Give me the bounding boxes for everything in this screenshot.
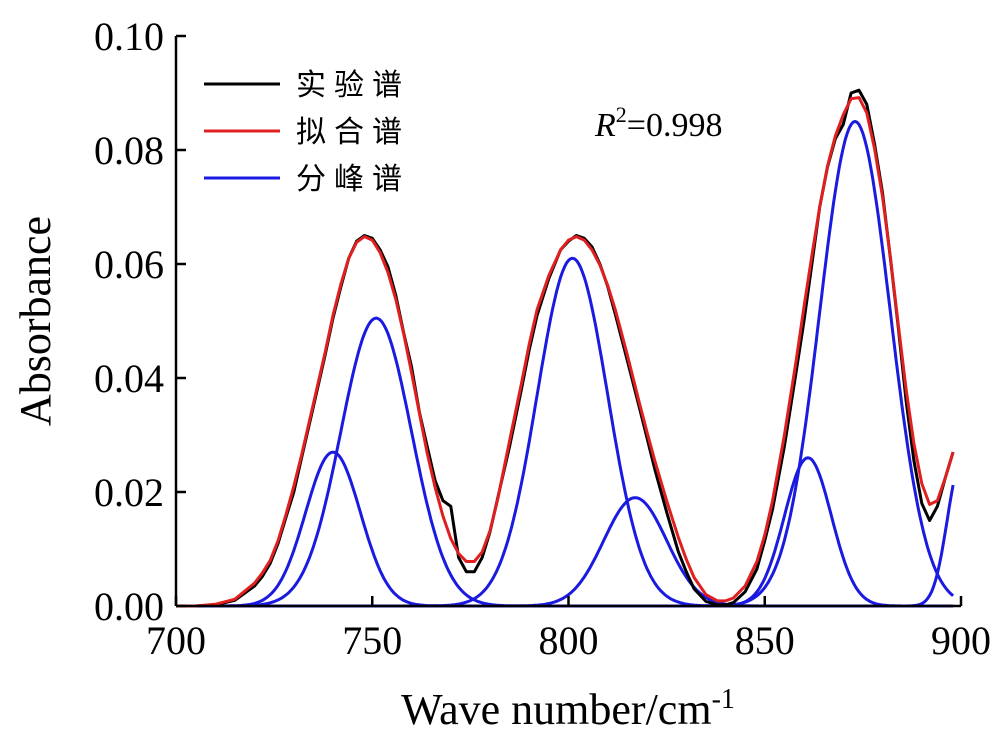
legend-label: 实验谱 bbox=[296, 68, 410, 103]
y-tick-label: 0.04 bbox=[94, 356, 164, 401]
axes: 700 750 800 850 900 0.00 0.02 0.04 0.06 0.08 0.10 bbox=[94, 14, 991, 663]
y-ticks: 0.00 0.02 0.04 0.06 0.08 0.10 bbox=[94, 14, 186, 629]
plot-area bbox=[176, 88, 955, 608]
r-squared-annotation: R2=0.998 bbox=[594, 102, 722, 144]
x-tick-label: 700 bbox=[146, 618, 206, 663]
series-experimental-line bbox=[176, 88, 955, 608]
x-tick-label: 900 bbox=[931, 618, 991, 663]
peak-curves bbox=[176, 119, 955, 608]
x-tick-label: 750 bbox=[342, 618, 402, 663]
x-axis-title: Wave number/cm-1 bbox=[401, 684, 735, 734]
x-tick-label: 800 bbox=[539, 618, 599, 663]
legend-label: 拟合谱 bbox=[296, 115, 410, 150]
x-tick-label: 850 bbox=[735, 618, 795, 663]
y-axis-title: Absorbance bbox=[11, 216, 60, 426]
legend-label: 分峰谱 bbox=[296, 162, 410, 197]
main-curves bbox=[176, 88, 955, 608]
y-tick-label: 0.10 bbox=[94, 14, 164, 59]
peak-component-line bbox=[176, 316, 954, 608]
peak-component-line bbox=[176, 450, 954, 608]
y-tick-label: 0.02 bbox=[94, 470, 164, 515]
x-axis-title-superscript: -1 bbox=[712, 684, 735, 715]
y-tick-label: 0.00 bbox=[94, 584, 164, 629]
x-ticks: 700 750 800 850 900 bbox=[146, 596, 991, 663]
series-fitted-line bbox=[176, 96, 955, 608]
y-tick-label: 0.06 bbox=[94, 242, 164, 287]
y-tick-label: 0.08 bbox=[94, 128, 164, 173]
peak-component-line bbox=[176, 456, 954, 608]
